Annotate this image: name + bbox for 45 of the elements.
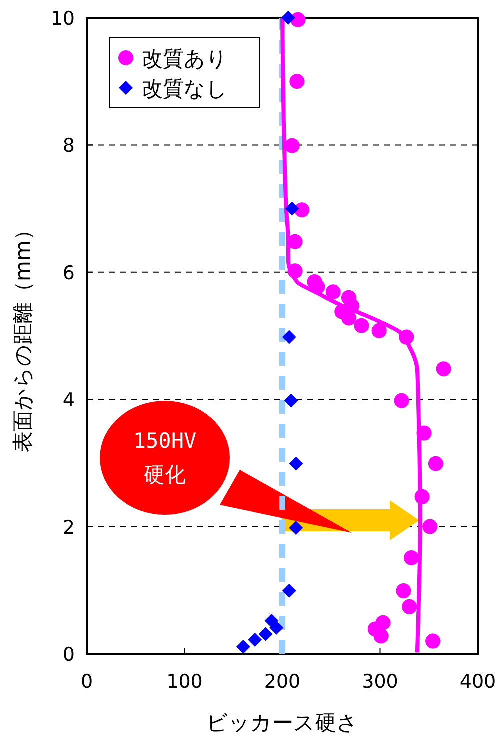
point: [326, 284, 341, 300]
point: [284, 138, 300, 154]
point: [396, 584, 412, 599]
annotation: 150HV 硬化: [133, 429, 197, 487]
point: [282, 330, 296, 344]
y-tick-label: 4: [62, 390, 75, 412]
point: [372, 323, 387, 338]
point: [258, 627, 273, 642]
x-tick-label: 100: [166, 671, 203, 693]
point: [289, 456, 304, 471]
point: [426, 634, 441, 649]
point: [270, 620, 284, 635]
point: [290, 74, 305, 90]
point: [416, 426, 432, 441]
point: [289, 521, 304, 536]
point: [404, 550, 420, 566]
y-tick-label: 8: [62, 135, 75, 158]
y-tick-label: 6: [62, 262, 75, 284]
point: [284, 394, 298, 408]
x-tick-label: 300: [362, 671, 398, 693]
point: [236, 640, 250, 654]
legend-label: 改質なし: [142, 77, 228, 101]
point: [248, 633, 262, 648]
point: [374, 628, 389, 644]
point: [285, 202, 300, 216]
x-tick-label: 400: [460, 671, 496, 693]
point: [281, 11, 296, 25]
legend-label: 改質あり: [142, 47, 228, 71]
y-tick-label: 2: [62, 516, 75, 539]
y-tick-label: 0: [62, 644, 75, 666]
point: [399, 330, 414, 345]
point: [288, 264, 303, 279]
x-axis-title: ビッカース硬さ: [206, 711, 358, 735]
point: [414, 489, 430, 504]
y-axis-title: 表面からの距離（mm）: [11, 220, 35, 452]
point: [394, 393, 410, 408]
x-tick-label: 200: [264, 671, 301, 693]
point: [422, 519, 438, 534]
point: [402, 599, 418, 614]
y-tick-label: 10: [50, 8, 75, 30]
point: [282, 584, 296, 598]
x-tick-label: 0: [80, 671, 94, 693]
point: [436, 362, 452, 377]
point: [354, 318, 370, 334]
point: [428, 456, 444, 472]
